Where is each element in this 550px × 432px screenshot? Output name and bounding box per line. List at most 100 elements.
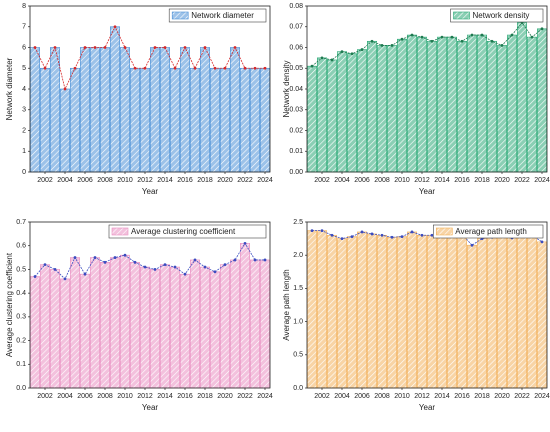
point-marker	[53, 268, 57, 271]
x-tick-label: 2012	[137, 177, 153, 184]
point-marker	[33, 275, 37, 278]
bar	[59, 278, 70, 389]
bar	[346, 53, 357, 173]
bar	[100, 262, 111, 389]
y-tick-label: 6	[22, 44, 26, 51]
legend-label: Network diameter	[191, 11, 254, 20]
legend-label: Average clustering coefficient	[131, 227, 236, 236]
trend-line	[311, 21, 543, 67]
point-marker	[380, 44, 384, 47]
bar	[180, 273, 191, 389]
bar	[496, 236, 507, 389]
bar	[250, 259, 261, 389]
point-marker	[213, 270, 217, 274]
bar	[536, 241, 547, 389]
point-marker	[183, 46, 187, 49]
point-marker	[390, 44, 394, 47]
point-marker	[163, 46, 167, 49]
bar	[336, 51, 347, 173]
legend-box	[450, 8, 544, 23]
y-tick-label: 0.04	[289, 86, 303, 93]
y-tick-label: 0.00	[289, 169, 303, 176]
bar	[39, 67, 50, 173]
x-tick-label: 2002	[314, 177, 330, 184]
y-axis-label: Network density	[282, 61, 291, 118]
point-marker	[510, 33, 514, 37]
y-tick-label: 0.4	[16, 290, 26, 297]
point-marker	[370, 39, 374, 43]
point-marker	[330, 233, 334, 237]
bar	[210, 67, 221, 173]
point-marker	[233, 46, 237, 49]
bar	[190, 67, 201, 173]
x-tick-label: 2014	[157, 393, 173, 400]
trend-line	[34, 242, 265, 280]
x-tick-label: 2016	[177, 177, 193, 184]
x-tick-label: 2020	[217, 393, 233, 400]
point-marker	[410, 230, 414, 234]
point-marker	[430, 39, 434, 43]
bar	[29, 47, 40, 173]
y-tick-label: 7	[22, 24, 26, 31]
bar	[496, 45, 507, 173]
bar	[376, 45, 387, 173]
bar	[436, 36, 447, 173]
point-marker	[340, 237, 344, 241]
x-tick-label: 2006	[354, 393, 370, 400]
y-tick-label: 2.0	[293, 252, 303, 259]
x-tick-label: 2014	[157, 177, 173, 184]
bar	[476, 238, 487, 389]
x-tick-label: 2008	[97, 177, 113, 184]
bar	[80, 273, 91, 389]
bar	[486, 40, 497, 173]
x-tick-label: 2016	[454, 393, 470, 400]
bar	[140, 67, 151, 173]
y-tick-label: 0.05	[289, 65, 303, 72]
point-marker	[113, 25, 117, 29]
bar	[80, 47, 91, 173]
bar	[316, 230, 327, 389]
bar	[536, 28, 547, 173]
bar	[70, 257, 81, 389]
point-marker	[43, 66, 47, 70]
point-marker	[123, 46, 127, 49]
x-tick-label: 2020	[217, 177, 233, 184]
point-marker	[530, 35, 534, 39]
point-marker	[263, 66, 267, 70]
y-axis-label: Average clustering coefficient	[5, 252, 14, 357]
y-tick-label: 0.03	[289, 107, 303, 114]
bar	[130, 67, 141, 173]
point-marker	[490, 39, 494, 43]
bar	[220, 264, 231, 389]
x-tick-label: 2022	[514, 177, 530, 184]
y-tick-label: 3	[22, 107, 26, 114]
bar	[39, 264, 50, 389]
bar	[436, 234, 447, 389]
bar	[110, 257, 121, 389]
y-tick-label: 5	[22, 65, 26, 72]
x-axis-label: Year	[419, 187, 436, 196]
bar	[70, 67, 81, 173]
point-marker	[480, 33, 484, 37]
point-marker	[173, 66, 177, 70]
x-tick-label: 2004	[57, 393, 73, 400]
x-tick-label: 2010	[117, 393, 133, 400]
bar	[466, 34, 477, 173]
y-axis-label: Network diameter	[5, 57, 14, 120]
x-tick-label: 2006	[354, 177, 370, 184]
point-marker	[123, 253, 127, 257]
point-marker	[330, 58, 334, 62]
point-marker	[83, 272, 87, 276]
x-tick-label: 2018	[474, 177, 490, 184]
point-marker	[320, 229, 324, 233]
legend-swatch	[171, 11, 189, 20]
x-tick-label: 2022	[237, 393, 253, 400]
x-tick-label: 2024	[257, 177, 273, 184]
point-marker	[470, 33, 474, 37]
y-tick-label: 0.07	[289, 24, 303, 31]
point-marker	[73, 256, 77, 259]
x-tick-label: 2012	[414, 177, 430, 184]
bar	[100, 47, 111, 173]
y-tick-label: 2.5	[293, 219, 303, 226]
point-marker	[420, 233, 424, 237]
